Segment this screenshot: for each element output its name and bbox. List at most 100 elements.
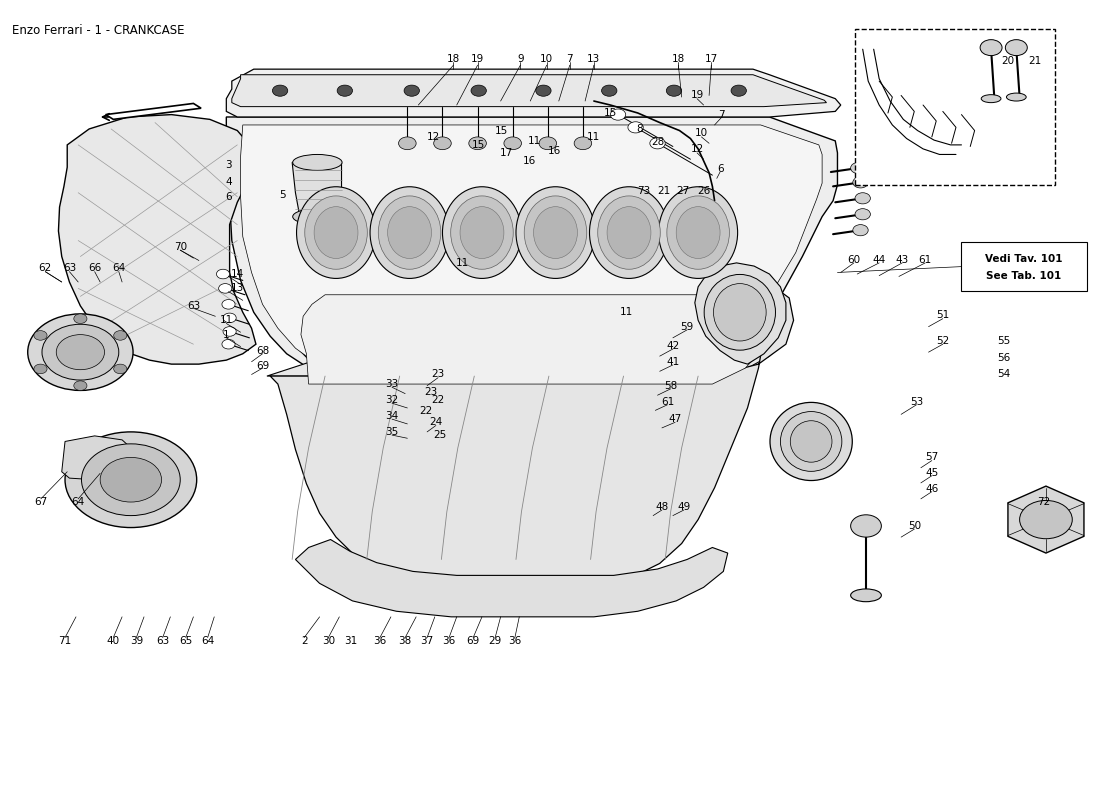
- Circle shape: [855, 193, 870, 204]
- Text: 21: 21: [658, 186, 671, 196]
- Circle shape: [74, 381, 87, 390]
- Text: 52: 52: [936, 336, 949, 346]
- Text: 23: 23: [424, 387, 437, 397]
- Circle shape: [628, 122, 643, 133]
- Circle shape: [337, 85, 352, 96]
- Text: 64: 64: [72, 497, 85, 507]
- Polygon shape: [241, 125, 822, 368]
- Text: 66: 66: [88, 263, 101, 274]
- Circle shape: [980, 40, 1002, 56]
- Circle shape: [850, 515, 881, 537]
- Text: 22: 22: [419, 406, 432, 416]
- Ellipse shape: [607, 206, 651, 258]
- Ellipse shape: [770, 402, 853, 481]
- Circle shape: [404, 85, 419, 96]
- Ellipse shape: [850, 589, 881, 602]
- Text: 34: 34: [385, 411, 398, 421]
- Circle shape: [222, 299, 235, 309]
- Ellipse shape: [667, 196, 729, 270]
- Text: 23: 23: [431, 370, 444, 379]
- FancyBboxPatch shape: [855, 30, 1055, 185]
- Polygon shape: [301, 294, 771, 384]
- Polygon shape: [695, 263, 785, 364]
- Text: 45: 45: [925, 468, 938, 478]
- Ellipse shape: [790, 421, 832, 462]
- Text: 8: 8: [637, 124, 644, 134]
- Text: 17: 17: [705, 54, 718, 64]
- Circle shape: [223, 313, 236, 322]
- Polygon shape: [293, 162, 341, 217]
- Text: 7: 7: [566, 54, 573, 64]
- Circle shape: [28, 314, 133, 390]
- Text: 35: 35: [385, 427, 398, 437]
- Text: 4: 4: [226, 177, 232, 186]
- Text: 58: 58: [664, 381, 678, 390]
- Text: 30: 30: [322, 636, 334, 646]
- Circle shape: [574, 137, 592, 150]
- Text: 15: 15: [604, 108, 617, 118]
- Text: See Tab. 101: See Tab. 101: [987, 271, 1062, 281]
- Text: 33: 33: [385, 379, 398, 389]
- Polygon shape: [106, 103, 201, 119]
- Text: 40: 40: [107, 636, 120, 646]
- Text: 32: 32: [385, 395, 398, 405]
- Circle shape: [602, 85, 617, 96]
- Polygon shape: [227, 117, 837, 376]
- Text: 1: 1: [223, 330, 230, 340]
- Text: 36: 36: [442, 636, 455, 646]
- Circle shape: [852, 225, 868, 236]
- Text: 15: 15: [472, 140, 485, 150]
- Text: 60: 60: [847, 254, 860, 265]
- Ellipse shape: [315, 206, 358, 258]
- Text: 64: 64: [201, 636, 214, 646]
- Circle shape: [1005, 40, 1027, 56]
- Circle shape: [223, 326, 236, 336]
- Text: 15: 15: [495, 126, 508, 135]
- Circle shape: [536, 85, 551, 96]
- Text: 70: 70: [174, 242, 187, 252]
- Polygon shape: [1008, 486, 1084, 553]
- Text: 11: 11: [455, 258, 469, 268]
- Text: 61: 61: [661, 397, 674, 406]
- Text: 11: 11: [220, 315, 233, 326]
- Circle shape: [650, 138, 666, 149]
- Text: 6: 6: [717, 164, 724, 174]
- Circle shape: [273, 85, 288, 96]
- Text: 2: 2: [301, 636, 308, 646]
- Text: 3: 3: [226, 160, 232, 170]
- Circle shape: [74, 314, 87, 323]
- Text: eurospares: eurospares: [256, 290, 449, 319]
- Text: 28: 28: [651, 138, 664, 147]
- Text: 53: 53: [910, 398, 923, 407]
- Text: 9: 9: [517, 54, 524, 64]
- Ellipse shape: [305, 196, 367, 270]
- Text: 7: 7: [718, 110, 725, 119]
- Circle shape: [34, 364, 47, 374]
- Text: 25: 25: [433, 430, 447, 440]
- Text: 72: 72: [1037, 497, 1050, 507]
- Ellipse shape: [780, 411, 842, 471]
- Text: 19: 19: [471, 54, 484, 64]
- Text: 14: 14: [231, 269, 244, 279]
- Text: 10: 10: [540, 54, 553, 64]
- Text: 47: 47: [669, 414, 682, 424]
- Circle shape: [855, 209, 870, 220]
- Text: 36: 36: [373, 636, 386, 646]
- Text: Enzo Ferrari - 1 - CRANKCASE: Enzo Ferrari - 1 - CRANKCASE: [12, 24, 185, 37]
- Circle shape: [222, 339, 235, 349]
- Ellipse shape: [981, 94, 1001, 102]
- Text: 63: 63: [156, 636, 169, 646]
- Text: 10: 10: [695, 128, 708, 138]
- Text: 54: 54: [998, 370, 1011, 379]
- Ellipse shape: [676, 206, 720, 258]
- Text: 12: 12: [427, 132, 440, 142]
- Text: 46: 46: [925, 484, 938, 494]
- Ellipse shape: [516, 186, 595, 278]
- Text: 37: 37: [420, 636, 433, 646]
- Circle shape: [219, 284, 232, 293]
- Polygon shape: [232, 74, 826, 106]
- Text: 65: 65: [179, 636, 192, 646]
- Ellipse shape: [442, 186, 521, 278]
- Text: eurospares: eurospares: [530, 370, 723, 398]
- Circle shape: [34, 330, 47, 340]
